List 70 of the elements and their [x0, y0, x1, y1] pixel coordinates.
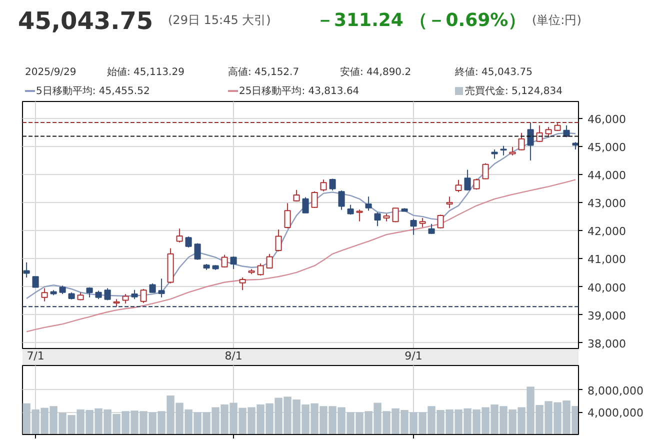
candlestick: [446, 196, 453, 209]
candlestick: [536, 124, 543, 142]
candlestick: [32, 276, 39, 288]
legend-label: 売買代金: 5,124,834: [464, 85, 562, 99]
candlestick: [275, 228, 282, 252]
x-tick-label: 8/1: [224, 350, 242, 362]
candlestick: [320, 179, 327, 192]
chart-title: 45,043.75: [18, 6, 154, 37]
candlestick: [293, 189, 300, 202]
y-tick-label: 43,000: [588, 197, 626, 210]
y-tick-label: 38,000: [588, 337, 626, 350]
candlestick: [122, 294, 129, 304]
text: 始値: 45,113.29: [107, 66, 184, 80]
text: 2025/9/29: [25, 66, 76, 80]
y-tick-label: 39,000: [588, 309, 626, 322]
candlestick: [329, 178, 336, 191]
candlestick: [23, 262, 30, 278]
candlestick: [410, 218, 417, 236]
candlestick: [455, 179, 462, 193]
candlestick: [104, 288, 111, 301]
candlestick: [131, 289, 138, 300]
candlestick: [311, 190, 318, 208]
candlestick: [419, 217, 426, 228]
candlestick: [302, 196, 309, 214]
y-tick-label: 42,000: [588, 225, 626, 238]
candlestick: [185, 236, 192, 248]
x-tick-label: 7/1: [26, 350, 44, 362]
candlestick: [365, 196, 372, 212]
candlestick: [338, 190, 345, 210]
y-tick-label: 45,000: [588, 140, 626, 154]
text: 終値: 45,043.75: [455, 66, 532, 80]
candlestick: [500, 145, 507, 156]
candlestick: [482, 162, 489, 180]
candlestick: [545, 126, 552, 138]
candlestick: [527, 122, 534, 161]
candlestick: [392, 207, 399, 223]
y-tick-label: 8,000,000: [588, 384, 644, 398]
candlestick: [284, 202, 291, 229]
candlestick: [437, 214, 444, 229]
candlestick: [149, 282, 156, 294]
candlestick: [518, 132, 525, 151]
candlestick: [176, 228, 183, 243]
candlestick: [221, 254, 228, 268]
x-tick-label: 9/1: [404, 350, 422, 362]
candlestick: [266, 253, 273, 270]
line-series: [26, 179, 576, 332]
candlestick: [140, 288, 147, 304]
y-tick-label: 44,000: [588, 168, 626, 182]
y-tick-label: 41,000: [588, 253, 626, 266]
legend-label: 25日移動平均: 43,813.64: [238, 85, 360, 99]
chart-subtitle: (29日 15:45 大引): [168, 12, 271, 29]
candlestick: [239, 276, 246, 291]
y-tick-label: 46,000: [588, 112, 626, 126]
candlestick: [428, 223, 435, 234]
text: 安値: 44,890.2: [340, 66, 412, 80]
text: －311.24 （－0.69%）: [316, 9, 526, 33]
y-tick-label: 40,000: [588, 281, 626, 294]
candlestick: [491, 148, 498, 160]
candlestick: [464, 169, 471, 191]
legend-label: 5日移動平均: 45,455.52: [35, 85, 150, 99]
y-tick-label: 4,000,000: [588, 406, 644, 420]
candlestick: [356, 209, 363, 222]
candlestick: [230, 256, 237, 270]
candlestick: [257, 262, 264, 276]
candlestick: [194, 242, 201, 260]
candlestick: [158, 278, 165, 298]
candlestick: [41, 288, 48, 302]
candlestick: [374, 212, 381, 227]
text: (単位:円): [532, 12, 582, 29]
text: 高値: 45,152.7: [228, 66, 300, 80]
